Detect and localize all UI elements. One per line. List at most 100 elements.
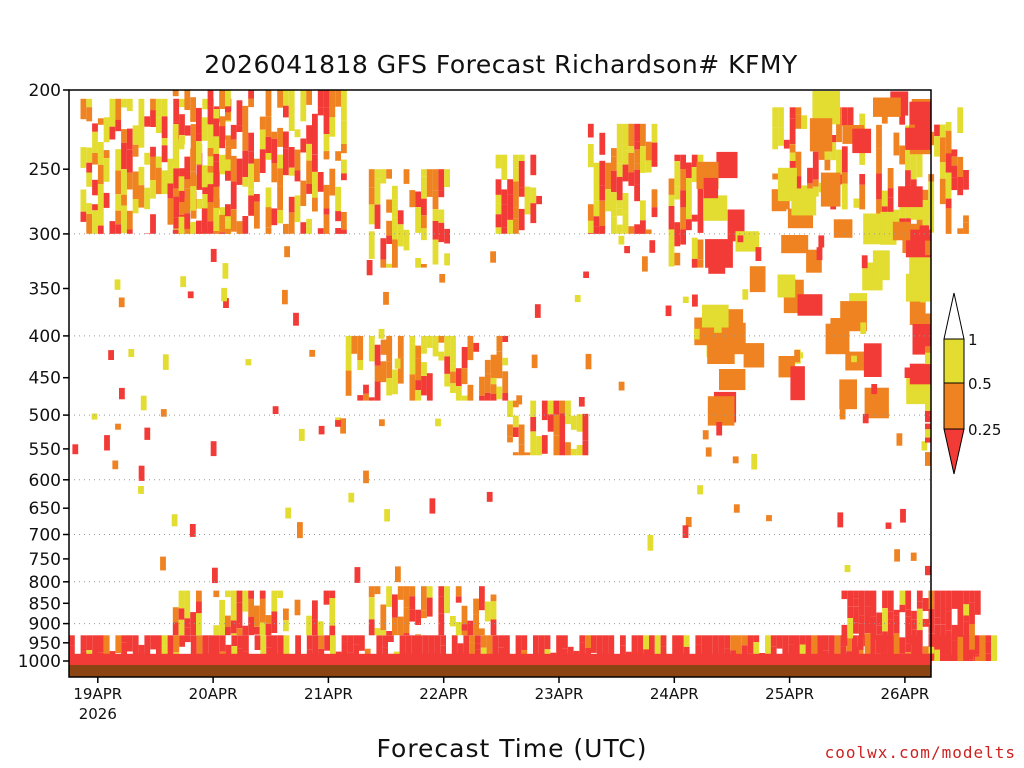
ri-cell xyxy=(417,647,423,659)
ri-cell xyxy=(934,136,940,157)
ri-cell xyxy=(547,414,554,432)
ri-cell xyxy=(306,635,313,650)
ri-cell xyxy=(323,214,330,234)
ri-cell xyxy=(862,413,869,424)
ri-cell xyxy=(841,172,848,184)
ri-cell xyxy=(864,590,871,607)
ri-cell xyxy=(115,149,122,171)
ri-cell xyxy=(283,105,289,118)
ri-cell xyxy=(298,428,305,441)
ri-cell xyxy=(363,384,369,394)
ri-cell xyxy=(782,635,789,656)
ri-cell xyxy=(742,289,749,300)
ri-cell xyxy=(492,635,499,660)
ri-cell xyxy=(778,107,784,128)
ri-cell xyxy=(461,630,468,636)
ri-cell xyxy=(277,168,283,187)
ri-cell xyxy=(97,184,104,205)
ri-cell xyxy=(335,228,341,234)
ri-cell xyxy=(207,156,214,166)
y-tick-label: 350 xyxy=(29,280,61,300)
ri-cell xyxy=(144,427,151,440)
ri-cell xyxy=(490,619,497,636)
ri-cell xyxy=(376,635,383,647)
ri-cell xyxy=(873,97,901,117)
ri-cell xyxy=(680,154,686,169)
ri-cell xyxy=(501,227,508,234)
ri-cell xyxy=(857,635,864,650)
ri-cell xyxy=(582,440,589,456)
ri-cell xyxy=(288,90,295,116)
ri-cell xyxy=(225,146,232,166)
ri-cell xyxy=(512,427,519,437)
ri-cell xyxy=(940,651,946,661)
ri-cell xyxy=(797,352,803,359)
ri-cell xyxy=(415,191,421,208)
ri-cell xyxy=(213,231,220,234)
ri-cell xyxy=(248,90,254,99)
ri-cell xyxy=(409,343,416,365)
ri-cell xyxy=(565,400,571,425)
ri-cell xyxy=(892,221,911,241)
ri-cell xyxy=(753,635,760,643)
ri-cell xyxy=(945,208,952,234)
ri-cell xyxy=(559,436,566,456)
ri-cell xyxy=(429,498,436,514)
ri-cell xyxy=(374,628,381,636)
ri-cell xyxy=(207,221,214,234)
ri-cell xyxy=(691,258,698,268)
credit-link[interactable]: coolwx.com/modelts xyxy=(824,743,1016,762)
ri-cell xyxy=(702,430,709,440)
y-tick-label: 250 xyxy=(29,160,61,180)
ri-cell xyxy=(547,400,554,415)
ri-cell xyxy=(811,635,818,655)
ri-cell xyxy=(697,180,704,208)
ri-cell xyxy=(825,323,850,355)
ri-cell xyxy=(374,169,381,179)
ri-cell xyxy=(259,590,266,599)
ri-cell xyxy=(951,590,958,609)
ri-cell xyxy=(312,154,318,172)
ri-cell xyxy=(386,199,392,213)
ri-cell xyxy=(570,415,577,430)
ri-cell xyxy=(463,635,470,643)
ri-cell xyxy=(184,197,191,214)
ri-cell xyxy=(841,183,848,208)
ri-cell xyxy=(121,98,127,108)
ri-cell xyxy=(479,586,485,611)
ri-cell xyxy=(885,522,892,529)
ri-cell xyxy=(409,374,416,393)
ri-cell xyxy=(463,642,470,661)
ri-cell xyxy=(138,122,145,148)
ri-cell xyxy=(473,598,479,615)
ri-cell xyxy=(323,208,330,215)
ri-cell xyxy=(490,594,497,602)
ri-cell xyxy=(490,354,497,378)
ri-cell xyxy=(97,225,104,234)
ri-cell xyxy=(161,170,168,195)
ri-cell xyxy=(167,174,174,184)
ri-cell xyxy=(945,611,952,631)
ri-cell xyxy=(277,90,283,108)
ri-cell xyxy=(686,219,692,231)
ri-cell xyxy=(541,400,548,421)
ri-cell xyxy=(386,220,392,236)
ri-cell xyxy=(225,170,231,181)
ri-cell xyxy=(266,635,272,648)
ri-cell xyxy=(830,142,837,161)
ri-cell xyxy=(184,90,191,110)
ri-cell xyxy=(426,586,433,598)
ri-cell xyxy=(807,167,813,184)
ri-cell xyxy=(701,635,707,660)
ri-cell xyxy=(921,441,928,451)
ri-cell xyxy=(178,608,185,620)
ri-cell xyxy=(486,491,493,502)
ri-cell xyxy=(376,647,383,659)
ri-cell xyxy=(876,173,882,200)
ri-cell xyxy=(562,648,568,658)
ri-cell xyxy=(392,369,398,395)
ri-cell xyxy=(259,622,266,636)
ri-cell xyxy=(836,115,842,143)
ri-cell xyxy=(951,165,958,178)
colorbar-legend: 1 0.5 0.25 xyxy=(943,292,1001,475)
